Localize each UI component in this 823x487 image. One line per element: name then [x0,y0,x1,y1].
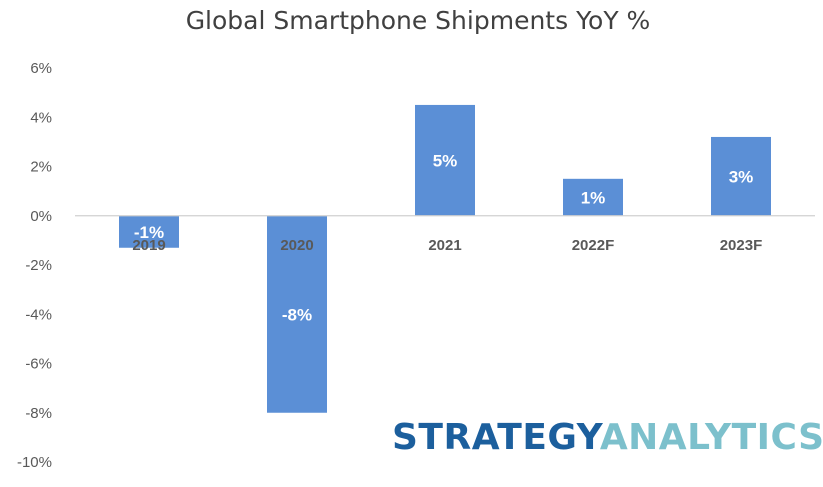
x-tick-label: 2020 [280,237,313,254]
bar-2022f [563,178,623,216]
x-axis-ticks: 2019 2020 2021 2022F 2023F [132,237,762,254]
data-labels: -1% -8% 5% 1% 3% [134,151,753,324]
x-tick-label: 2019 [132,237,165,254]
chart-title: Global Smartphone Shipments YoY % [186,6,651,35]
y-axis-ticks: 6% 4% 2% 0% -2% -4% -6% -8% -10% [17,60,52,471]
data-label: 5% [433,151,458,170]
y-tick-label: 6% [30,60,52,77]
y-tick-label: -2% [25,257,52,274]
x-tick-label: 2023F [720,237,763,254]
bar-2021 [415,104,475,216]
y-tick-label: -4% [25,306,52,323]
data-label: -1% [134,223,164,242]
y-tick-label: -8% [25,405,52,422]
data-label: 3% [729,167,754,186]
logo-text-strategy: STRATEGY [392,417,600,458]
bar-2020 [267,215,327,413]
y-tick-label: 2% [30,159,52,176]
bars [119,104,771,413]
y-tick-label: -6% [25,356,52,373]
data-label: 1% [581,188,606,207]
y-tick-label: -10% [17,454,52,471]
data-label: -8% [282,305,312,324]
logo-text-analytics: ANALYTICS [599,417,823,458]
y-tick-label: 4% [30,109,52,126]
y-tick-label: 0% [30,208,52,225]
x-tick-label: 2021 [428,237,461,254]
strategy-analytics-logo: STRATEGYANALYTICS [392,420,823,456]
bar-2023f [711,136,771,216]
bar-2019 [119,215,179,248]
x-tick-label: 2022F [572,237,615,254]
